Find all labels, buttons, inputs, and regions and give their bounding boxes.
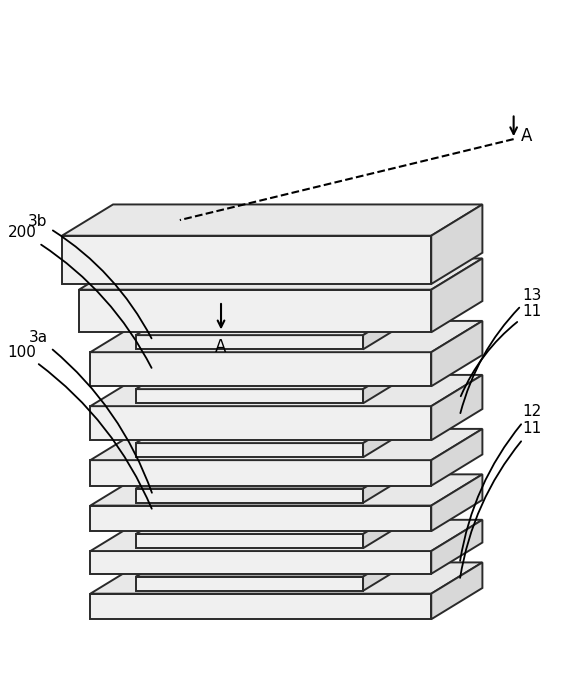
Polygon shape xyxy=(431,474,482,531)
Polygon shape xyxy=(431,563,482,620)
Polygon shape xyxy=(90,506,431,531)
Text: A: A xyxy=(521,128,532,146)
Polygon shape xyxy=(62,236,431,284)
Polygon shape xyxy=(136,534,363,548)
Polygon shape xyxy=(90,406,431,440)
Text: A: A xyxy=(215,338,227,356)
Polygon shape xyxy=(90,375,482,406)
Text: 12: 12 xyxy=(460,404,541,561)
Text: 11: 11 xyxy=(460,421,541,578)
Polygon shape xyxy=(136,412,414,443)
Polygon shape xyxy=(363,502,414,548)
Polygon shape xyxy=(136,489,363,502)
Polygon shape xyxy=(136,577,363,591)
Polygon shape xyxy=(431,258,482,333)
Polygon shape xyxy=(90,474,482,506)
Polygon shape xyxy=(363,457,414,502)
Text: 13: 13 xyxy=(460,288,541,413)
Polygon shape xyxy=(136,502,414,534)
Polygon shape xyxy=(79,290,431,333)
Text: 100: 100 xyxy=(7,344,152,509)
Polygon shape xyxy=(136,335,363,349)
Polygon shape xyxy=(136,545,414,577)
Polygon shape xyxy=(136,443,363,457)
Polygon shape xyxy=(431,429,482,486)
Polygon shape xyxy=(363,358,414,403)
Polygon shape xyxy=(90,321,482,352)
Polygon shape xyxy=(90,429,482,460)
Polygon shape xyxy=(363,304,414,349)
Polygon shape xyxy=(90,460,431,486)
Polygon shape xyxy=(431,520,482,574)
Polygon shape xyxy=(90,563,482,594)
Polygon shape xyxy=(431,321,482,386)
Polygon shape xyxy=(62,204,482,236)
Polygon shape xyxy=(431,204,482,284)
Text: 200: 200 xyxy=(7,225,152,368)
Text: 11: 11 xyxy=(461,304,541,396)
Polygon shape xyxy=(90,594,431,620)
Text: 3a: 3a xyxy=(29,331,152,493)
Polygon shape xyxy=(136,358,414,389)
Polygon shape xyxy=(90,520,482,551)
Text: 3b: 3b xyxy=(28,214,152,338)
Polygon shape xyxy=(136,304,414,335)
Polygon shape xyxy=(136,457,414,489)
Polygon shape xyxy=(136,389,363,403)
Polygon shape xyxy=(363,412,414,457)
Polygon shape xyxy=(90,352,431,386)
Polygon shape xyxy=(363,545,414,591)
Polygon shape xyxy=(90,551,431,574)
Polygon shape xyxy=(79,258,482,290)
Polygon shape xyxy=(431,375,482,440)
